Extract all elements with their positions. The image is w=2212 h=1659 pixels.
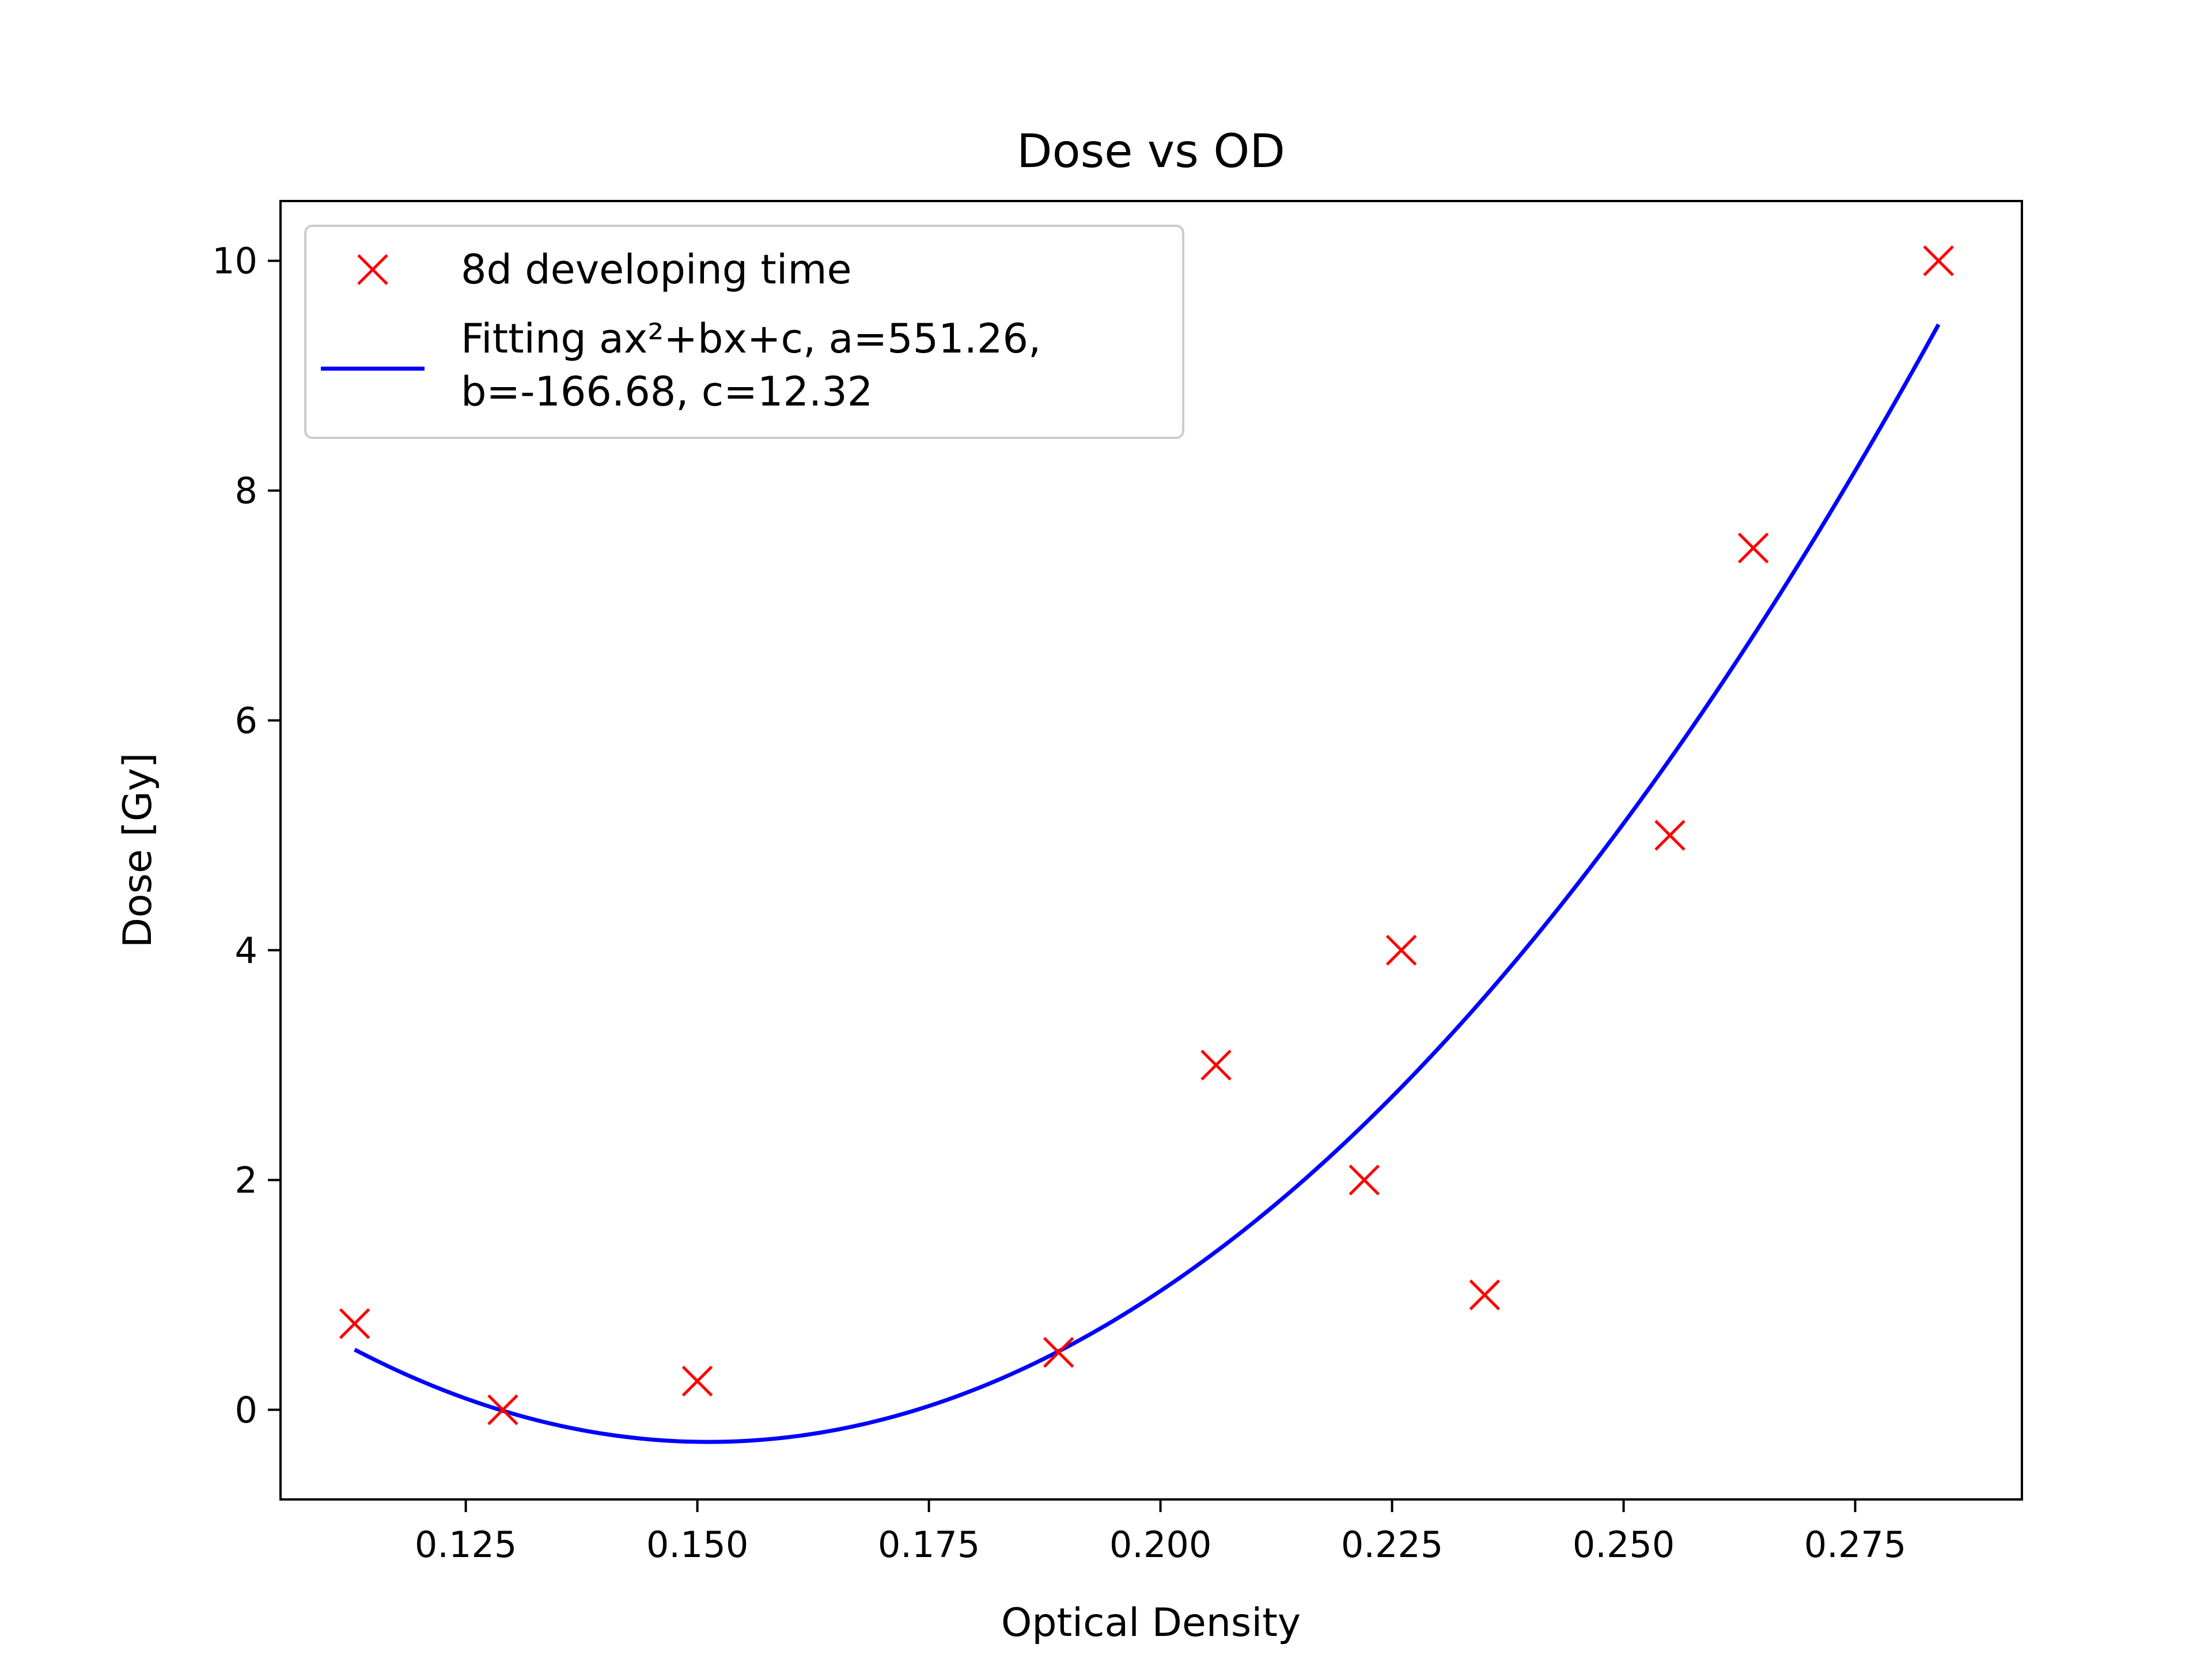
data-point-x-marker bbox=[1349, 1164, 1380, 1196]
legend-box bbox=[304, 225, 1184, 439]
marker-stroke bbox=[339, 1308, 370, 1339]
plot-frame bbox=[279, 200, 2023, 1501]
y-axis: 0 2 4 6 8 10 bbox=[212, 240, 281, 1431]
x-tick-label: 0.125 bbox=[415, 1524, 517, 1566]
data-point-x-marker bbox=[1654, 820, 1685, 851]
data-points-layer bbox=[339, 245, 1955, 1426]
marker-stroke bbox=[1923, 245, 1955, 276]
x-tick-label: 0.175 bbox=[878, 1524, 980, 1566]
fit-curve-line bbox=[354, 323, 1941, 1444]
marker-stroke bbox=[681, 1365, 713, 1397]
y-tick-label: 10 bbox=[212, 240, 257, 282]
marker-stroke bbox=[1737, 532, 1769, 564]
x-axis: 0.125 0.150 0.175 0.200 0.225 0.250 0.275 bbox=[415, 1499, 1906, 1566]
chart-title: Dose vs OD bbox=[1017, 124, 1285, 178]
marker-stroke bbox=[1654, 820, 1685, 851]
x-tick-label: 0.225 bbox=[1341, 1524, 1444, 1566]
x-tick-label: 0.275 bbox=[1804, 1524, 1907, 1566]
legend-label-scatter: 8d developing time bbox=[461, 246, 852, 293]
x-tick-label: 0.200 bbox=[1109, 1524, 1212, 1566]
x-tick-label: 0.250 bbox=[1573, 1524, 1675, 1566]
data-point-x-marker bbox=[1043, 1336, 1074, 1368]
x-axis-title: Optical Density bbox=[1001, 1600, 1301, 1646]
y-tick-label: 6 bbox=[235, 700, 257, 742]
data-point-x-marker bbox=[1200, 1050, 1232, 1081]
marker-stroke bbox=[1043, 1336, 1074, 1368]
marker-stroke bbox=[487, 1394, 518, 1426]
data-point-x-marker bbox=[1737, 532, 1769, 564]
y-tick-label: 2 bbox=[235, 1159, 257, 1201]
data-point-x-marker bbox=[339, 1308, 370, 1339]
marker-stroke bbox=[1349, 1164, 1380, 1196]
fit-curve-layer bbox=[354, 323, 1941, 1444]
y-tick-label: 8 bbox=[235, 470, 257, 512]
legend: 8d developing time Fitting ax²+bx+c, a=5… bbox=[304, 225, 1184, 439]
legend-label-fit-line-2: b=-166.68, c=12.32 bbox=[461, 368, 873, 415]
data-point-x-marker bbox=[1385, 934, 1417, 966]
legend-marker-x-icon bbox=[357, 254, 388, 285]
data-point-x-marker bbox=[1469, 1279, 1501, 1310]
legend-label-fit-line-1: Fitting ax²+bx+c, a=551.26, bbox=[461, 315, 1041, 362]
data-point-x-marker bbox=[1923, 245, 1955, 276]
data-point-x-marker bbox=[681, 1365, 713, 1397]
y-tick-label: 4 bbox=[235, 930, 257, 972]
y-tick-label: 0 bbox=[235, 1389, 257, 1431]
marker-stroke bbox=[1385, 934, 1417, 966]
marker-stroke bbox=[1200, 1050, 1232, 1081]
marker-stroke bbox=[1469, 1279, 1501, 1310]
x-tick-label: 0.150 bbox=[646, 1524, 749, 1566]
y-axis-title: Dose [Gy] bbox=[115, 753, 161, 948]
data-point-x-marker bbox=[487, 1394, 518, 1426]
